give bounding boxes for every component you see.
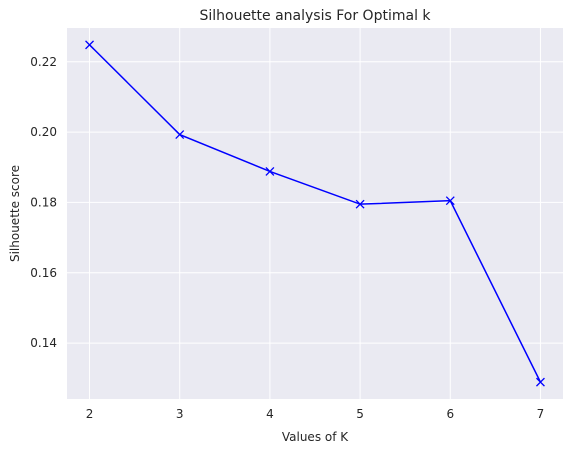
y-tick-label: 0.16 (30, 266, 57, 280)
y-axis-label: Silhouette score (8, 165, 22, 262)
y-tick-label: 0.18 (30, 195, 57, 209)
x-tick-labels: 2 3 4 5 6 7 (86, 407, 545, 421)
data-point-marker (535, 377, 545, 387)
y-tick-label: 0.14 (30, 336, 57, 350)
data-point-marker (175, 130, 185, 140)
data-point-marker (265, 167, 275, 176)
x-axis-label: Values of K (282, 430, 349, 444)
series-line (89, 44, 542, 383)
y-tick-label: 0.20 (30, 125, 57, 139)
y-tick-label: 0.22 (30, 55, 57, 69)
series-group (85, 40, 545, 387)
x-tick-label: 7 (537, 407, 545, 421)
data-point-marker (355, 199, 365, 209)
x-tick-label: 2 (86, 407, 94, 421)
data-point-marker (85, 40, 95, 50)
x-tick-label: 5 (356, 407, 364, 421)
chart-title: Silhouette analysis For Optimal k (199, 8, 431, 24)
grid (67, 28, 563, 399)
data-point-marker (445, 196, 455, 206)
plot-area (67, 28, 563, 399)
x-tick-label: 6 (446, 407, 454, 421)
y-tick-labels: 0.14 0.16 0.18 0.20 0.22 (30, 55, 57, 350)
x-tick-label: 4 (266, 407, 274, 421)
x-tick-label: 3 (176, 407, 184, 421)
